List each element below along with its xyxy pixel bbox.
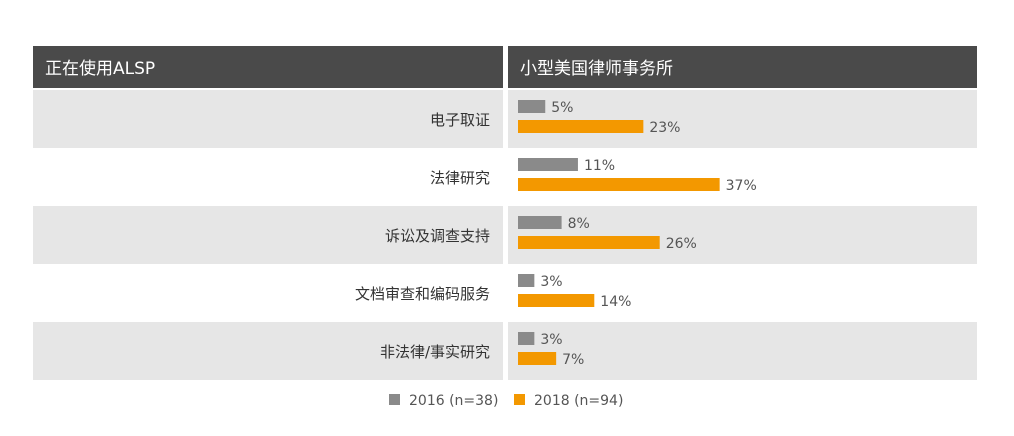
bar-2018	[518, 178, 720, 191]
data-label: 3%	[540, 332, 562, 348]
row-band-right	[508, 322, 977, 380]
bar-2016	[518, 332, 535, 345]
legend-swatch-2018	[514, 394, 525, 405]
data-label: 23%	[649, 120, 680, 136]
row-band-left	[33, 90, 503, 148]
legend-label: 2016 (n=38)	[409, 393, 498, 409]
bar-2018	[518, 352, 557, 365]
bar-2016	[518, 158, 578, 171]
data-label: 26%	[666, 236, 697, 252]
row-band-left	[33, 322, 503, 380]
row-band-right	[508, 206, 977, 264]
bar-2018	[518, 294, 595, 307]
row-band-right	[508, 90, 977, 148]
category-label: 诉讼及调查支持	[385, 227, 490, 245]
category-label: 电子取证	[430, 111, 490, 129]
data-label: 37%	[726, 178, 757, 194]
category-label: 法律研究	[430, 169, 490, 187]
right-header-text: 小型美国律师事务所	[520, 59, 673, 79]
left-header-text: 正在使用ALSP	[45, 58, 155, 79]
bar-2016	[518, 274, 535, 287]
data-label: 11%	[584, 158, 615, 174]
bar-2018	[518, 236, 660, 249]
data-label: 5%	[551, 100, 573, 116]
right-header-bar	[508, 46, 977, 88]
category-label: 非法律/事实研究	[380, 343, 490, 361]
legend-label: 2018 (n=94)	[534, 393, 623, 409]
data-label: 3%	[540, 274, 562, 290]
data-label: 7%	[562, 352, 584, 368]
bar-2018	[518, 120, 644, 133]
data-label: 14%	[600, 294, 631, 310]
bar-2016	[518, 100, 546, 113]
row-band-left	[33, 206, 503, 264]
data-label: 8%	[568, 216, 590, 232]
legend-swatch-2016	[389, 394, 400, 405]
category-label: 文档审查和编码服务	[355, 285, 490, 303]
bar-2016	[518, 216, 562, 229]
left-header-bar	[33, 46, 503, 88]
